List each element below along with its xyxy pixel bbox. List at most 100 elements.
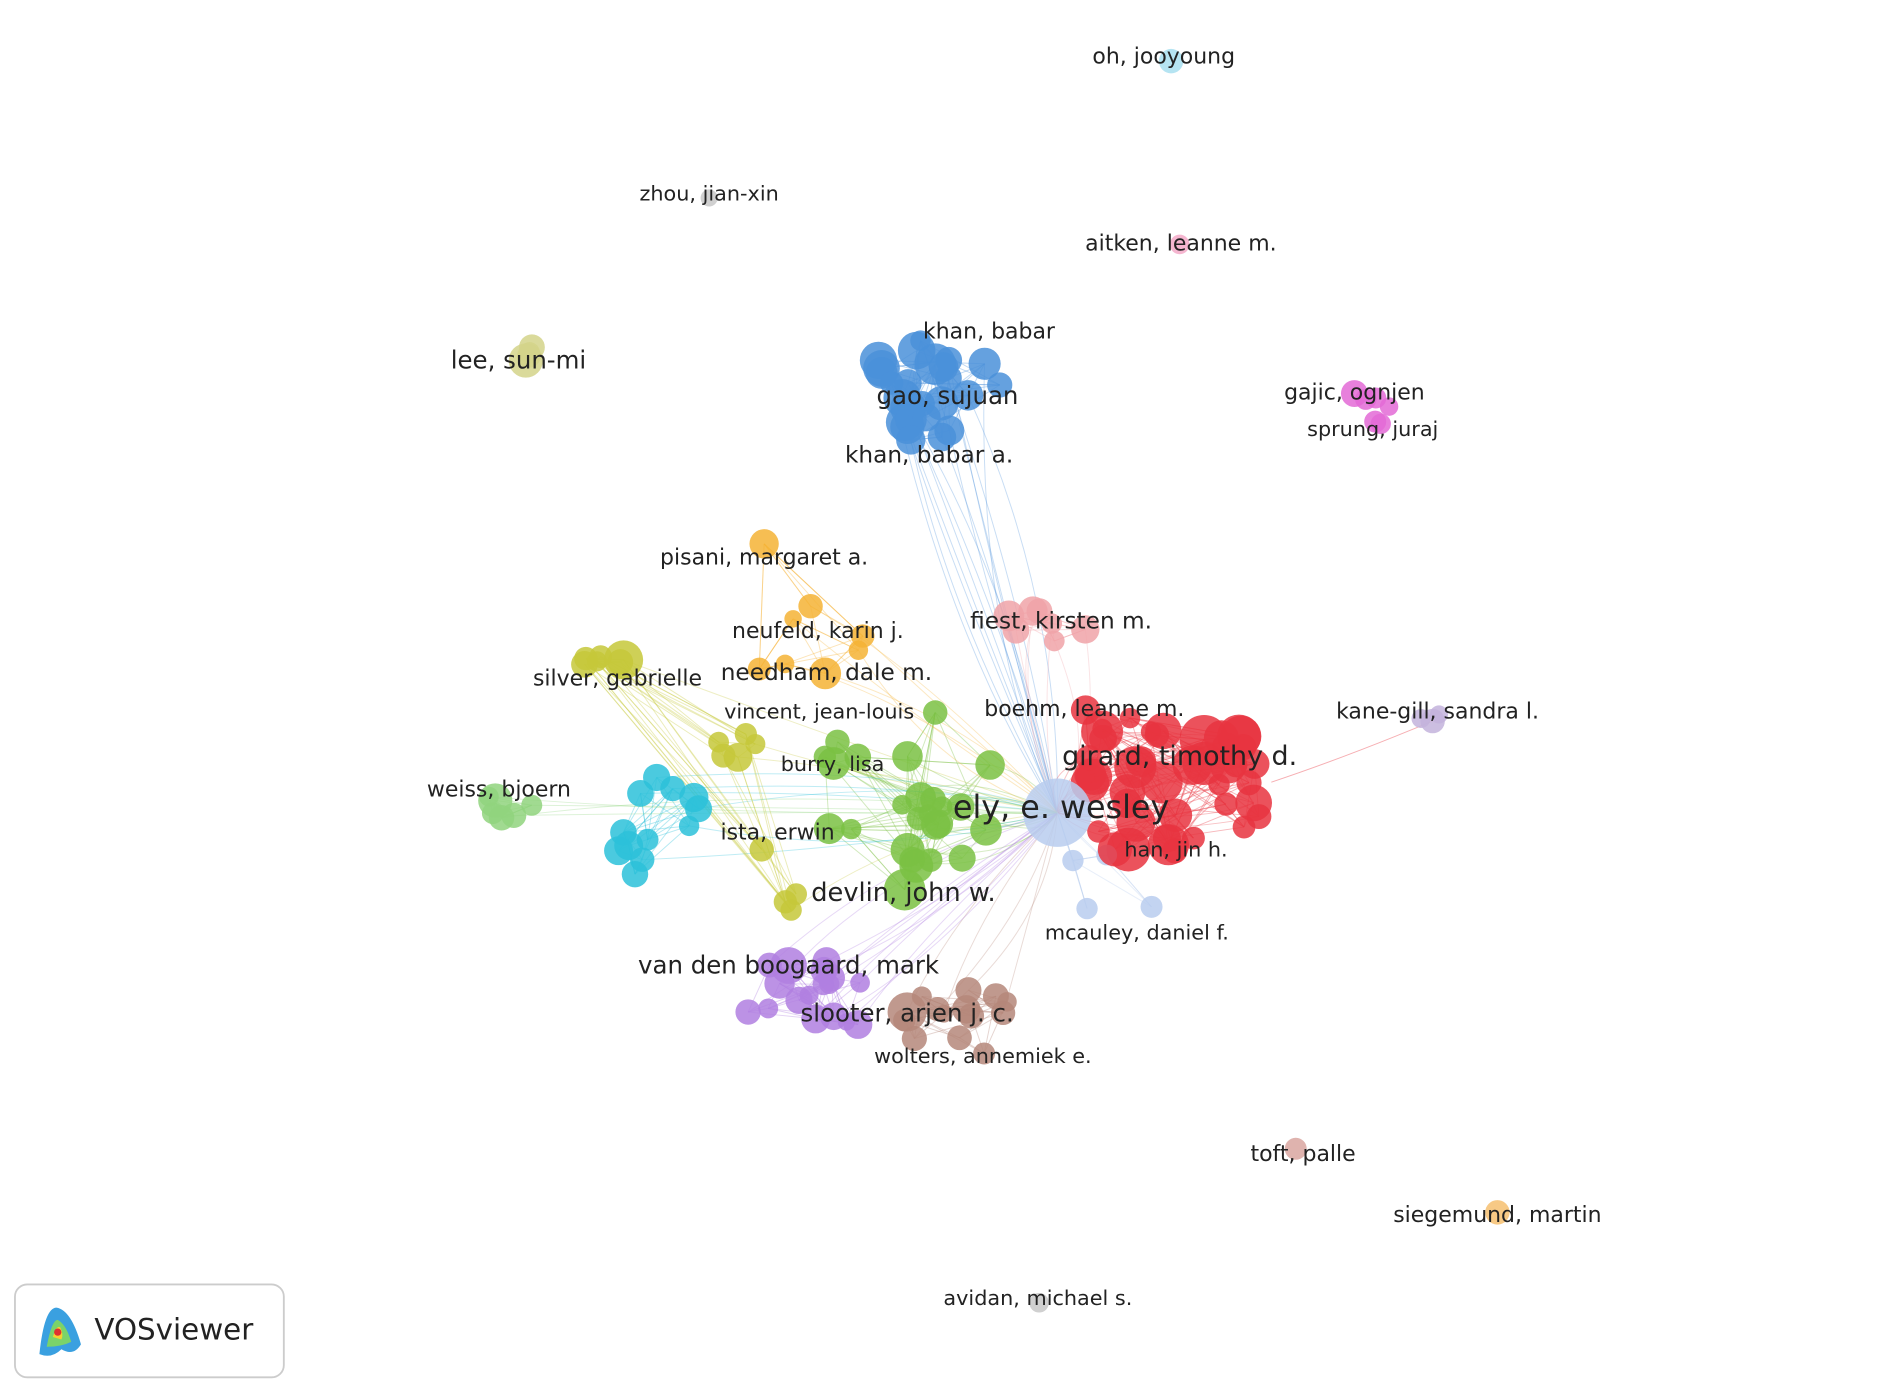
node [1119,707,1141,729]
logo-icon [39,1307,81,1356]
node-label: gao, sujuan [876,381,1018,410]
node [844,743,872,771]
node [975,750,1005,780]
node [987,372,1013,398]
node-label: toft, palle [1250,1142,1355,1167]
edge [737,757,786,903]
node [700,189,718,207]
node-label: pisani, margaret a. [660,546,868,571]
edge [584,663,724,757]
edge [698,790,1058,814]
node-label: khan, babar [923,319,1056,344]
node-label: aitken, leanne m. [1085,231,1276,256]
logo-box[interactable]: VOSviewer [14,1283,285,1379]
node [798,593,823,619]
node-label: boehm, leanne m. [984,697,1184,722]
node [887,992,927,1032]
node [813,813,845,845]
node [920,786,946,813]
logo-text: VOSviewer [94,1312,254,1346]
edge [758,543,765,670]
edge [745,734,786,902]
node [1029,1293,1049,1313]
node [825,729,850,755]
node [678,815,700,837]
edge [947,377,1058,813]
node [850,972,870,993]
edge [672,785,1058,814]
node [892,795,912,815]
node [621,860,649,888]
node [1062,849,1084,872]
node [1140,895,1163,918]
node-label: vincent, jean-louis [724,699,914,723]
node [812,947,841,976]
node-label: mcauley, daniel f. [1045,921,1229,945]
node [1158,798,1193,832]
node [968,347,1001,380]
node [1169,234,1190,255]
logo-frame [14,1283,285,1379]
node [1420,708,1445,734]
edge [907,407,1058,813]
edge [722,755,797,895]
edge [759,649,859,670]
node [1182,826,1205,850]
node [1002,616,1030,644]
node [914,343,956,385]
node-label: van den boogaard, mark [638,951,940,980]
edge [846,812,1058,1023]
node [770,947,807,984]
node [819,1002,848,1031]
edge [784,635,863,665]
edge [934,712,987,831]
edge [763,543,864,637]
node [1239,749,1270,779]
node [734,723,757,746]
node [896,425,926,455]
edge [792,618,1058,814]
node [1076,897,1098,920]
node [1364,410,1387,433]
node [892,741,923,772]
node-label: weiss, bjoern [427,778,571,803]
edge [1025,610,1058,813]
node [952,380,984,411]
node [973,1042,996,1065]
edge [910,439,1058,813]
node-label: neufeld, karin j. [732,619,904,644]
node [997,992,1017,1012]
node [1109,774,1146,810]
node [840,818,862,840]
node-label: girard, timothy d. [1062,741,1297,772]
node [478,783,513,818]
edge [763,543,1058,814]
node [747,657,771,681]
node [1144,722,1170,748]
node-label: burry, lisa [781,752,885,776]
node [1214,792,1238,816]
edge [596,661,763,850]
edge [823,812,1058,985]
node [924,386,959,421]
node-label: ista, erwin [720,820,834,845]
edge [763,543,864,637]
node [952,995,981,1024]
edge [758,543,765,670]
node-label: sprung, juraj [1307,417,1438,441]
node [1070,695,1101,725]
edge [1072,860,1152,908]
node [604,640,644,680]
node [901,1025,927,1052]
node [906,806,931,831]
node [848,640,869,660]
edge [737,757,786,903]
node [1485,1200,1510,1225]
node [1147,824,1189,866]
node [1232,815,1256,839]
node [614,831,644,861]
node [883,868,926,911]
edge [596,661,763,850]
node [735,999,761,1025]
